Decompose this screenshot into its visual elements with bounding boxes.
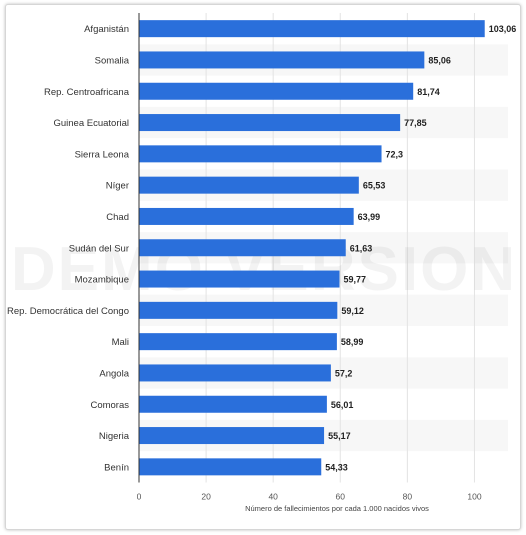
value-label: 56,01 xyxy=(331,400,354,410)
value-label: 54,33 xyxy=(325,462,348,472)
bar[interactable] xyxy=(139,207,354,225)
value-label: 59,77 xyxy=(344,275,367,285)
category-label: Mali xyxy=(112,337,129,348)
category-label: Nigeria xyxy=(99,431,130,442)
value-label: 103,06 xyxy=(489,24,517,34)
bar[interactable] xyxy=(139,145,382,163)
category-label: Mozambique xyxy=(75,275,129,286)
bar[interactable] xyxy=(139,239,346,257)
bar[interactable] xyxy=(139,114,401,132)
category-labels: Afganistán Somalia Rep. Centroafricana Guin… xyxy=(7,24,130,473)
bar[interactable] xyxy=(139,458,322,476)
value-label: 72,3 xyxy=(386,149,404,159)
bar[interactable] xyxy=(139,301,338,319)
value-label: 63,99 xyxy=(358,212,381,222)
value-label: 61,63 xyxy=(350,243,373,253)
category-label: Chad xyxy=(106,212,129,223)
value-label: 58,99 xyxy=(341,337,364,347)
category-label: Somalia xyxy=(95,55,130,66)
value-label: 77,85 xyxy=(404,118,427,128)
bar[interactable] xyxy=(139,333,337,351)
x-tick-label: 80 xyxy=(403,492,413,502)
x-tick-labels: 0 20 40 60 80 100 xyxy=(137,492,482,502)
category-label: Comoras xyxy=(90,400,129,411)
value-label: 57,2 xyxy=(335,368,353,378)
category-label: Angola xyxy=(99,368,129,379)
value-label: 65,53 xyxy=(363,181,386,191)
bars xyxy=(139,20,485,476)
x-tick-label: 0 xyxy=(137,492,142,502)
category-label: Sierra Leona xyxy=(75,149,130,160)
bar[interactable] xyxy=(139,51,425,69)
category-label: Guinea Ecuatorial xyxy=(53,118,129,129)
bar[interactable] xyxy=(139,395,327,413)
bar[interactable] xyxy=(139,176,359,194)
bar[interactable] xyxy=(139,20,485,38)
x-tick-label: 60 xyxy=(336,492,346,502)
bar[interactable] xyxy=(139,270,340,288)
value-label: 81,74 xyxy=(417,87,440,97)
value-label: 55,17 xyxy=(328,431,351,441)
x-tick-label: 100 xyxy=(467,492,481,502)
category-label: Níger xyxy=(106,181,129,192)
category-label: Sudán del Sur xyxy=(69,243,129,254)
category-label: Afganistán xyxy=(84,24,129,35)
bar[interactable] xyxy=(139,427,325,445)
bar[interactable] xyxy=(139,364,331,382)
bar[interactable] xyxy=(139,82,414,100)
value-label: 85,06 xyxy=(428,55,451,65)
value-labels: 103,06 85,06 81,74 77,85 72,3 65,53 63,99 61,63… xyxy=(325,24,516,472)
x-tick-label: 40 xyxy=(268,492,278,502)
category-label: Benín xyxy=(104,462,129,473)
x-axis-title: Número de fallecimientos por cada 1.000 … xyxy=(245,504,429,513)
category-label: Rep. Centroafricana xyxy=(44,87,130,98)
category-label: Rep. Democrática del Congo xyxy=(7,306,129,317)
value-label: 59,12 xyxy=(341,306,364,316)
x-tick-label: 20 xyxy=(201,492,211,502)
